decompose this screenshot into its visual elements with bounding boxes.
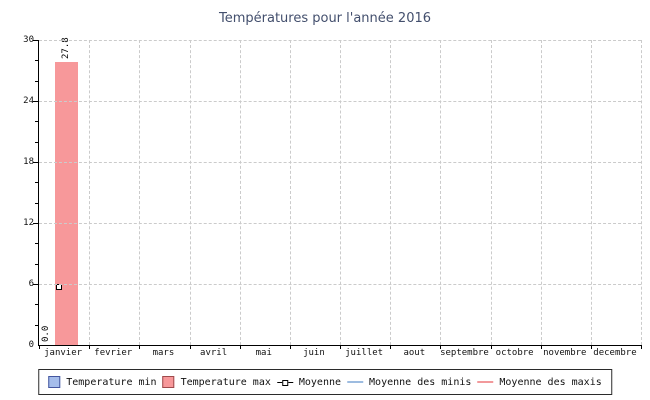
x-axis-tick [390,345,392,349]
y-axis-tick [35,243,38,244]
gridline-vertical [139,40,141,345]
legend-line-moyenne-minis [347,381,364,383]
x-axis-tick [239,345,241,349]
y-axis-tick [33,284,38,285]
x-axis-tick [289,345,291,349]
gridline-vertical [340,40,341,345]
x-axis-tick [89,345,91,349]
plot-area: 27.8 0.0 [33,37,642,349]
legend-swatch-temperature-max [162,376,175,388]
y-axis-labels: 30 24 18 12 6 0 [6,35,34,350]
x-tick-label: octobre [495,348,534,358]
gridline-vertical [440,40,442,345]
x-tick-label: novembre [543,348,587,358]
y-axis-tick [33,162,38,163]
y-axis-tick [33,40,38,41]
legend-label-moyenne: Moyenne [298,376,342,388]
x-tick-label: fevrier [94,348,133,358]
x-axis-tick [490,345,492,349]
x-axis-tick [540,345,542,349]
x-axis-tick [139,345,141,349]
y-axis-tick [35,304,38,305]
gridline-vertical [89,40,91,345]
bar-temperature-max-janvier[interactable] [55,62,78,345]
gridline-vertical [490,40,492,345]
y-axis-tick [33,101,38,102]
y-axis-tick [35,60,38,61]
x-axis-labels: janvier fevrier mars avril mai juin juillet aou… [38,348,640,358]
legend-line-moyenne-maxis [477,381,494,383]
y-tick-label: 0 [28,340,34,350]
gridline-vertical [289,40,291,345]
y-axis-tick [35,325,38,326]
x-tick-label: avril [200,348,228,358]
legend-label-moyenne-maxis: Moyenne des maxis [499,376,602,388]
gridline-vertical [189,40,191,345]
x-tick-label: aout [403,348,426,358]
x-tick-label: juillet [345,348,384,358]
y-tick-label: 18 [23,157,34,167]
x-tick-label: decembre [593,348,637,358]
x-tick-label: mai [255,348,272,358]
y-axis-tick [35,203,38,204]
legend-label-temperature-max: Temperature max [180,376,271,388]
y-axis-tick [35,264,38,265]
y-axis-tick [35,142,38,143]
bar-label-min: 0.0 [41,325,51,342]
gridline-vertical [239,40,241,345]
x-axis-tick [39,345,40,349]
x-axis-tick [440,345,442,349]
x-tick-label: septembre [440,348,489,358]
legend-label-moyenne-minis: Moyenne des minis [369,376,472,388]
legend-label-temperature-min: Temperature min [66,376,157,388]
y-axis-tick [35,121,38,122]
y-tick-label: 6 [28,279,34,289]
x-axis-tick [641,345,642,349]
y-axis-tick [35,182,38,183]
y-tick-label: 30 [23,35,34,45]
gridline-vertical [641,40,642,345]
y-tick-label: 12 [23,218,34,228]
legend: Temperature min Temperature max Moyenne … [38,369,612,395]
y-axis-tick [35,81,38,82]
legend-marker-moyenne [276,379,293,386]
gridline-vertical [540,40,542,345]
x-tick-label: mars [152,348,175,358]
x-axis-tick [590,345,592,349]
y-tick-label: 24 [23,96,34,106]
gridline-vertical [390,40,392,345]
x-tick-label: juin [303,348,325,358]
gridline-vertical [590,40,592,345]
chart-title: Températures pour l'année 2016 [218,11,432,26]
y-axis-tick [33,223,38,224]
legend-swatch-temperature-min [48,376,61,388]
x-axis-tick [340,345,341,349]
moyenne-square-icon [281,379,288,386]
x-tick-label: janvier [44,348,83,358]
x-axis-tick [189,345,191,349]
